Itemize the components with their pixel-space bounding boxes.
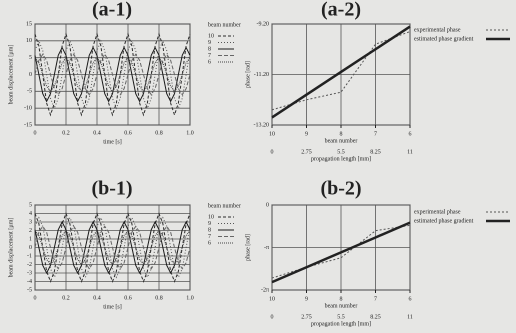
series-line xyxy=(34,220,191,275)
x-tick-label: 2.75 xyxy=(301,149,312,155)
x2-tick-label: 10 xyxy=(269,296,275,302)
x-tick-label: 0 xyxy=(271,314,274,320)
y-tick-label: -π xyxy=(264,245,269,251)
y-axis-label: beam displacement [µm] xyxy=(8,218,14,278)
y-tick-label: 5 xyxy=(29,202,32,208)
x-tick-label: 1.0 xyxy=(186,130,194,136)
y-axis-label: phase [rad] xyxy=(245,61,251,88)
series-line xyxy=(34,53,191,96)
series-line xyxy=(271,221,411,284)
x-tick-label: 8.25 xyxy=(370,149,381,155)
chart-title: (a-2) xyxy=(321,0,361,21)
legend-label: experimental phase xyxy=(414,27,461,33)
x-tick-label: 0 xyxy=(34,295,37,301)
chart-title: (a-1) xyxy=(92,0,132,21)
x-tick-label: 0.8 xyxy=(155,295,163,301)
legend-title: beam number xyxy=(208,203,241,209)
y-tick-label: 0 xyxy=(266,202,269,208)
x-tick-label: 11 xyxy=(407,314,413,320)
y-tick-label: -3 xyxy=(27,270,32,276)
x2-tick-label: 10 xyxy=(269,131,275,137)
y-tick-label: 0 xyxy=(29,72,32,78)
x2-tick-label: 7 xyxy=(374,296,377,302)
series-line xyxy=(34,32,191,117)
legend-label: estimated phase gradient xyxy=(414,218,474,224)
series-line xyxy=(34,46,191,103)
x-tick-label: 0.2 xyxy=(62,295,70,301)
legend-label: 6 xyxy=(208,240,211,246)
y-tick-label: -9.20 xyxy=(257,21,270,27)
series-line xyxy=(34,225,191,270)
x-axis-label: propagation length [mm] xyxy=(311,321,371,327)
series-line xyxy=(34,212,191,283)
x-tick-label: 5.5 xyxy=(337,149,345,155)
x2-tick-label: 6 xyxy=(409,131,412,137)
x-tick-label: 0.6 xyxy=(124,130,132,136)
y-tick-label: -10 xyxy=(24,106,32,112)
x-tick-label: 1.0 xyxy=(186,295,194,301)
y-tick-label: -5 xyxy=(27,287,32,293)
y-tick-label: 0 xyxy=(29,245,32,251)
x-tick-label: 8.25 xyxy=(370,314,381,320)
x-tick-label: 11 xyxy=(407,149,413,155)
y-tick-label: -4 xyxy=(27,279,32,285)
y-tick-label: -5 xyxy=(27,89,32,95)
y-tick-label: 5 xyxy=(29,55,32,61)
y-tick-label: 2 xyxy=(29,228,32,234)
y-tick-label: 15 xyxy=(26,21,32,27)
x-tick-label: 0.8 xyxy=(155,130,163,136)
x-tick-label: 2.75 xyxy=(301,314,312,320)
y-tick-label: -13.20 xyxy=(254,122,270,128)
series-line xyxy=(271,25,411,119)
x2-tick-label: 8 xyxy=(340,131,343,137)
legend-label: 10 xyxy=(208,33,214,39)
chart-title: (b-1) xyxy=(91,178,132,200)
x-axis-label: time [s] xyxy=(103,139,122,145)
y-tick-label: -2 xyxy=(27,262,32,268)
x2-tick-label: 7 xyxy=(374,131,377,137)
legend-label: 7 xyxy=(208,53,211,59)
legend-label: 10 xyxy=(208,214,214,220)
x-axis-label: time [s] xyxy=(103,304,122,310)
legend-label: 8 xyxy=(208,227,211,233)
legend-label: 9 xyxy=(208,40,211,46)
legend-label: experimental phase xyxy=(414,209,461,215)
y-tick-label: -2π xyxy=(261,287,269,293)
x-tick-label: 0.2 xyxy=(62,130,70,136)
y-tick-label: -1 xyxy=(27,253,32,259)
y-tick-label: 1 xyxy=(29,236,32,242)
series-line xyxy=(34,56,191,93)
x-tick-label: 5.5 xyxy=(337,314,345,320)
x-axis-label: propagation length [mm] xyxy=(311,156,371,162)
y-axis-label: phase [rad] xyxy=(245,234,251,261)
y-tick-label: -11.20 xyxy=(254,72,269,78)
y-tick-label: -15 xyxy=(24,122,32,128)
series-line xyxy=(34,216,191,279)
x2-tick-label: 8 xyxy=(340,296,343,302)
y-axis-label: beam displacement [µm] xyxy=(8,45,14,105)
legend-label: 7 xyxy=(208,234,211,240)
legend-label: estimated phase gradient xyxy=(414,36,474,42)
legend-title: beam number xyxy=(208,22,241,28)
legend-label: 6 xyxy=(208,59,211,65)
x2-axis-label: beam number xyxy=(325,303,358,309)
y-tick-label: 3 xyxy=(29,219,32,225)
y-tick-label: 10 xyxy=(26,38,32,44)
legend-label: 8 xyxy=(208,46,211,52)
x-tick-label: 0.4 xyxy=(93,295,101,301)
x2-axis-label: beam number xyxy=(325,138,358,144)
x-tick-label: 0 xyxy=(34,130,37,136)
y-tick-label: 4 xyxy=(29,211,32,217)
legend-label: 9 xyxy=(208,221,211,227)
x-tick-label: 0.6 xyxy=(124,295,132,301)
chart-title: (b-2) xyxy=(320,178,361,200)
x2-tick-label: 9 xyxy=(305,296,308,302)
x2-tick-label: 6 xyxy=(409,296,412,302)
x-tick-label: 0 xyxy=(271,149,274,155)
x2-tick-label: 9 xyxy=(305,131,308,137)
x-tick-label: 0.4 xyxy=(93,130,101,136)
